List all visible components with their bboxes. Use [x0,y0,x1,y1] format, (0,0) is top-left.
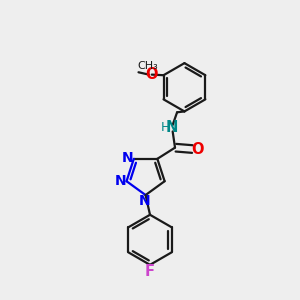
Text: O: O [192,142,204,157]
Text: O: O [146,67,158,82]
Text: H: H [160,122,170,134]
Text: N: N [139,194,151,208]
Text: N: N [122,151,134,165]
Text: F: F [145,264,155,279]
Text: N: N [115,174,127,188]
Text: N: N [165,120,178,135]
Text: CH₃: CH₃ [137,61,158,71]
